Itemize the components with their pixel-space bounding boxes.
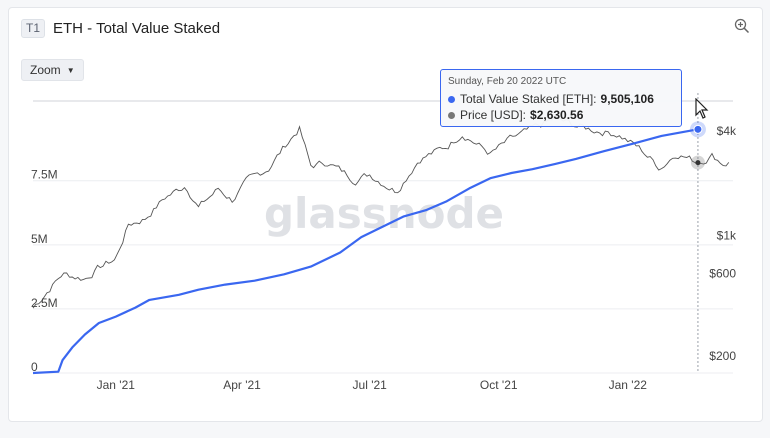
hover-markers [689,93,706,373]
price-line [32,116,730,309]
zoom-in-icon[interactable] [734,18,750,34]
tooltip-date: Sunday, Feb 20 2022 UTC [448,76,567,87]
tooltip-price-value: $2,630.56 [530,108,584,122]
y-left-tick-label: 5M [31,232,48,246]
mouse-cursor-icon [695,98,709,119]
caret-down-icon: ▼ [66,65,75,75]
price-hover-point [695,160,701,166]
staked-line [32,128,699,375]
y-left-tick-label: 2.5M [31,296,58,310]
axis-labels: 0 2.5M 5M 7.5M $200 $600 $1k $4k Jan '21 Apr '21 J… [31,124,737,392]
staked-hover-point [693,124,703,134]
price-series [32,116,730,309]
tooltip-price-label: Price [USD]: [460,108,527,122]
y-right-tick-label: $4k [717,124,737,138]
tooltip-row-price: Price [USD]: $2,630.56 [448,108,583,122]
chart-tag: T1 [21,18,46,38]
y-right-tick-label: $600 [709,267,736,281]
tooltip-staked-label: Total Value Staked [ETH]: [460,92,597,106]
chart-header: T1 ETH - Total Value Staked [21,18,220,38]
x-tick-label: Oct '21 [480,378,518,392]
y-right-tick-label: $1k [717,228,737,242]
tooltip-staked-value: 9,505,106 [600,92,654,106]
y-left-tick-label: 7.5M [31,168,58,182]
y-right-tick-label: $200 [709,349,736,363]
staked-dot-icon [448,95,455,103]
tooltip-row-staked: Total Value Staked [ETH]: 9,505,106 [448,92,654,106]
x-tick-label: Jan '22 [609,378,648,392]
watermark: glassnode [264,189,504,238]
price-dot-icon [448,111,455,119]
tooltip: Sunday, Feb 20 2022 UTC Total Value Stak… [440,69,682,127]
x-tick-label: Apr '21 [223,378,261,392]
zoom-dropdown[interactable]: Zoom ▼ [21,59,84,81]
x-tick-label: Jan '21 [97,378,136,392]
chart-title: ETH - Total Value Staked [53,19,221,37]
zoom-label: Zoom [30,63,61,77]
staked-series [32,128,699,375]
x-tick-label: Jul '21 [353,378,388,392]
y-left-tick-label: 0 [31,360,38,374]
